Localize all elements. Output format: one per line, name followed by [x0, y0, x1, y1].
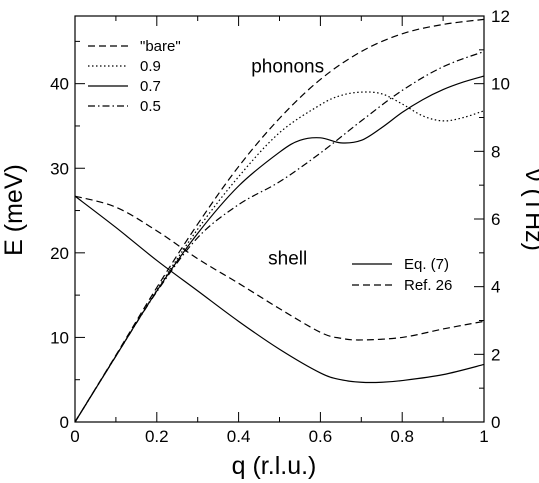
phonon-curve-dotted — [74, 91, 485, 423]
y-right-tick-label: 6 — [491, 210, 500, 229]
shell-curve-dashed — [74, 195, 485, 341]
y-axis-title-left: E (meV) — [0, 164, 28, 256]
labels: 0 0.2 0.4 0.6 0.8 1010203040024681012phononss… — [50, 7, 510, 446]
phonon-curve-dashdot — [74, 50, 485, 423]
shell-curve-solid — [74, 195, 485, 384]
y-left-tick-label: 30 — [50, 159, 69, 178]
shell-legend-label: Ref. 26 — [404, 277, 452, 294]
y-left-tick-label: 10 — [50, 328, 69, 347]
phonon-legend-label: "bare" — [140, 38, 181, 55]
x-axis-title: q (r.l.u.) — [232, 452, 317, 480]
axis-ticks — [74, 15, 485, 423]
shell-legend-label: Eq. (7) — [404, 256, 449, 273]
phonon-curve-solid — [74, 75, 485, 423]
x-tick-label: 0.6 — [309, 427, 333, 446]
x-tick-label: 0.4 — [227, 427, 251, 446]
y-right-tick-label: 8 — [491, 142, 500, 161]
series-group — [74, 18, 485, 423]
y-right-tick-label: 10 — [491, 75, 510, 94]
y-right-tick-label: 2 — [491, 345, 500, 364]
phonon-legend-label: 0.9 — [140, 58, 161, 75]
y-left-tick-label: 40 — [50, 75, 69, 94]
phonon-curve-dashed — [74, 18, 485, 423]
x-tick-label: 1 — [479, 427, 488, 446]
annotation-shell: shell — [268, 249, 307, 270]
phonon-legend-label: 0.5 — [140, 98, 161, 115]
y-left-tick-label: 0 — [60, 413, 69, 432]
annotation-phonons: phonons — [251, 57, 324, 78]
x-tick-label: 0.2 — [145, 427, 169, 446]
x-tick-label: 0 — [70, 427, 79, 446]
y-right-tick-label: 12 — [491, 7, 510, 26]
phonon-legend-label: 0.7 — [140, 78, 161, 95]
y-right-tick-label: 4 — [491, 278, 500, 297]
x-tick-label: 0.8 — [390, 427, 414, 446]
legends: "bare" 0.9 0.7 0.5 Eq. (7) Ref. 26 — [88, 38, 452, 294]
y-right-tick-label: 0 — [491, 413, 500, 432]
y-axis-title-right: ν (THz) — [520, 169, 539, 251]
y-left-tick-label: 20 — [50, 244, 69, 263]
